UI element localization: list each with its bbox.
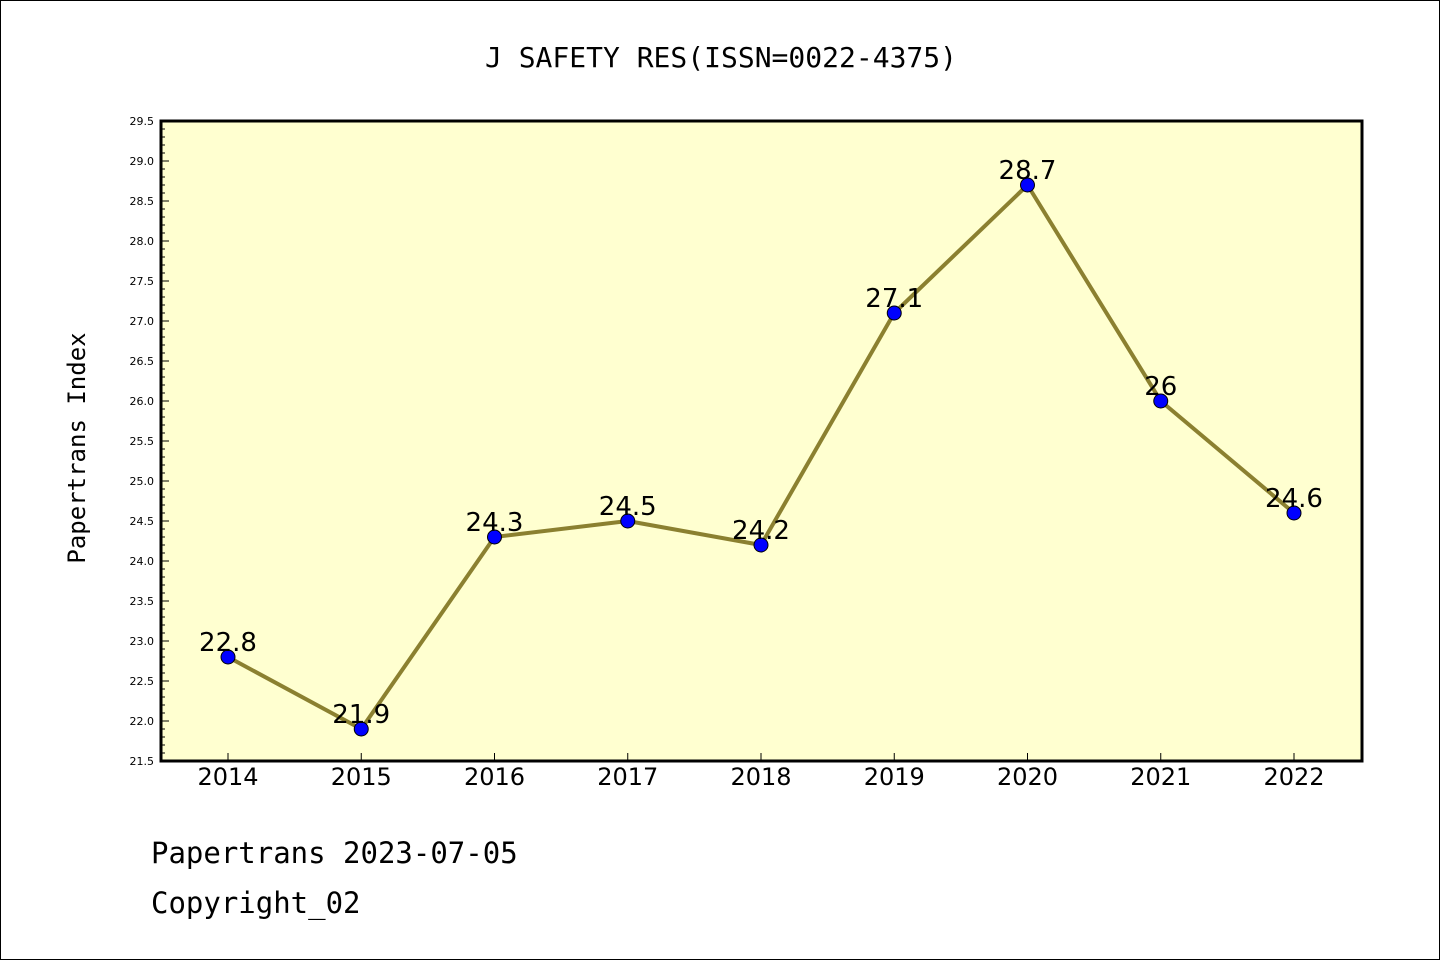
y-tick-label: 23.5 [130,595,155,608]
y-tick-label: 27.0 [130,315,155,328]
data-label: 27.1 [865,284,923,314]
y-tick-label: 29.0 [130,155,155,168]
y-tick-label: 28.5 [130,195,155,208]
data-point [620,513,636,529]
data-point [487,529,502,545]
data-label: 21.9 [332,700,390,730]
data-label: 26 [1144,372,1177,402]
y-tick-label: 22.0 [130,715,155,728]
data-point [1286,505,1302,521]
data-label: 22.8 [199,628,257,658]
x-tick-label: 2020 [997,763,1058,791]
x-tick-label: 2015 [331,763,392,791]
y-tick-label: 27.5 [130,275,155,288]
y-tick-label: 29.5 [130,115,155,128]
data-point [753,537,769,553]
x-tick-label: 2017 [597,763,658,791]
data-point [353,721,369,737]
y-tick-label: 23.0 [130,635,155,648]
footer-copyright: Copyright_02 [151,886,361,920]
x-tick-label: 2019 [864,763,925,791]
y-tick-label: 22.5 [130,675,155,688]
data-markers [220,177,1302,737]
data-point [886,305,902,321]
x-tick-label: 2016 [464,763,525,791]
data-point [1153,393,1169,409]
y-tick-label: 21.5 [130,755,155,768]
y-tick-label: 26.0 [130,395,155,408]
x-tick-label: 2014 [197,763,258,791]
footer-date: Papertrans 2023-07-05 [151,836,518,870]
y-tick-label: 24.5 [130,515,155,528]
y-tick-label: 24.0 [130,555,155,568]
data-point [1020,177,1035,193]
y-tick-label: 26.5 [130,355,155,368]
y-axis-label: Papertrans Index [63,332,91,563]
data-point [220,649,236,665]
x-tick-label: 2022 [1263,763,1324,791]
y-tick-label: 25.5 [130,435,155,448]
data-labels: 22.8 21.9 24.3 24.5 24.2 27.1 28.7 26 24.6 [199,156,1323,730]
y-axis-ticks: 21.5 22.0 22.5 23.0 23.5 24.0 24.5 25.0 25.5 26.0… [130,115,169,768]
data-label: 24.6 [1265,484,1323,514]
chart-title: J SAFETY RES(ISSN=0022-4375) [485,41,957,74]
y-tick-label: 28.0 [130,235,155,248]
x-tick-label: 2018 [730,763,791,791]
y-tick-label: 25.0 [130,475,155,488]
x-axis-ticks: 2014 2015 2016 2017 2018 2019 2020 2021 2022 [197,753,1325,791]
data-label: 24.2 [732,516,790,546]
plot-area [159,119,1364,763]
x-tick-label: 2021 [1130,763,1191,791]
data-label: 28.7 [999,156,1057,186]
data-label: 24.3 [466,508,524,538]
data-label: 24.5 [599,492,657,522]
